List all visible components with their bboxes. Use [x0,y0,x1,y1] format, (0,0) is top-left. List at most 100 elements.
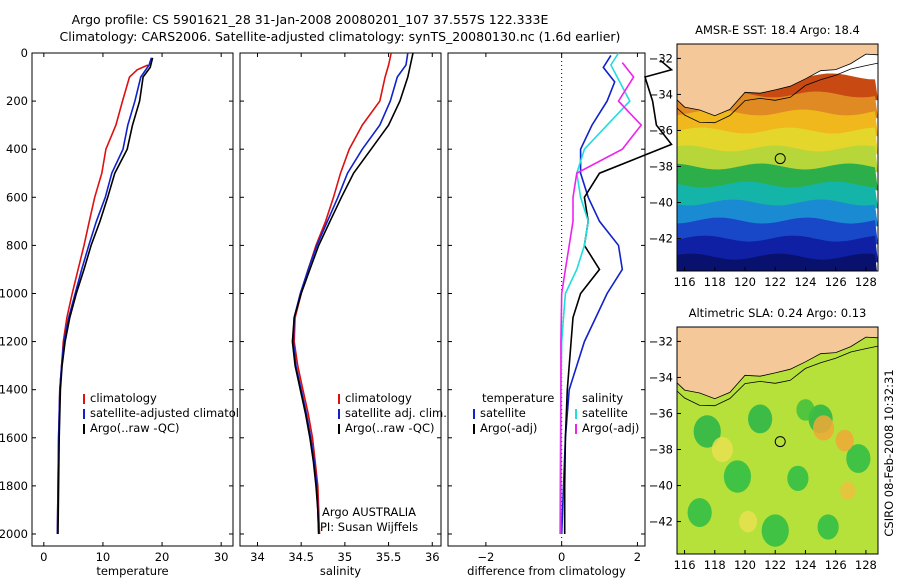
x-tick-label: 126 [825,275,847,289]
sst-band [677,217,878,245]
y-tick-label: 1400 [0,383,28,397]
land-mass [677,44,878,117]
x-tick-label: 120 [734,275,756,289]
x-tick-label: 126 [825,558,847,572]
series-line-1 [292,52,409,535]
y-tick-label: −34 [649,370,673,384]
y-tick-label: −40 [649,196,673,210]
sst-band [677,127,878,155]
sla-anomaly [835,429,854,452]
series-line-2 [291,52,414,535]
y-tick-label: 2000 [0,527,28,541]
y-tick-label: −38 [649,160,673,174]
sst-band [677,109,878,137]
legend-label: satellite-adjusted climatology [90,406,260,420]
y-tick-label: −40 [649,479,673,493]
depth-contour [677,345,878,407]
difference-profile-panel: −2 0 2 difference from climatology temperatu… [447,52,674,578]
credit-timestamp: CSIRO 08-Feb-2008 10:32:31 [882,369,896,536]
legend-title-salinity: salinity [582,391,623,405]
x-tick-label: 2 [634,550,641,564]
legend-label: climatology [90,391,157,405]
x-tick-label: 124 [794,558,816,572]
plot-frame [31,52,234,547]
y-tick-label: −42 [649,232,673,246]
sla-anomaly [711,436,733,463]
x-tick-label: 34.5 [288,550,314,564]
y-tick-label: 1600 [0,431,28,445]
y-tick-label: 800 [6,238,28,252]
sla-anomaly [813,415,835,441]
x-axis-label: salinity [320,564,361,578]
x-tick-label: 36 [425,550,440,564]
plot-frame [447,52,646,547]
x-tick-label: 30 [214,550,229,564]
x-tick-label: 116 [674,558,696,572]
sst-band [677,235,878,263]
y-tick-label: 0 [21,46,28,60]
sla-anomaly [723,460,752,493]
map-field [677,44,878,271]
y-tick-label: −42 [649,515,673,529]
y-tick-label: −32 [649,334,673,348]
argo-position-marker [774,436,786,448]
x-tick-label: −2 [477,550,494,564]
plot-frame [239,52,442,547]
y-tick-label: 400 [6,142,28,156]
map-frame [676,326,879,555]
land-mass [677,327,878,400]
sla-anomaly [761,514,789,547]
series-line-2 [57,57,154,535]
x-tick-label: 118 [704,558,726,572]
sla-anomaly [738,510,758,533]
x-tick-label: 124 [794,275,816,289]
annotation-line: PI: Susan Wijffels [320,520,418,534]
sst-map-panel: AMSR-E SST: 18.4 Argo: 18.4 116 118 120 122 1… [649,23,879,289]
annotation-line: Argo AUSTRALIA [322,505,416,519]
x-axis-label: temperature [96,564,168,578]
legend-label: Argo(..raw -QC) [90,421,180,435]
legend-label: Argo(-adj) [480,421,537,435]
x-tick-label: 34 [250,550,265,564]
sla-anomaly [796,399,815,421]
sla-anomaly [687,498,712,527]
sla-anomaly [840,481,856,500]
x-tick-label: 0 [558,550,565,564]
x-tick-label: 116 [674,275,696,289]
sla-anomaly [787,465,809,491]
legend-label: climatology [345,391,412,405]
y-tick-label: 1800 [0,479,28,493]
sla-anomaly [693,415,721,448]
header-line-2: Climatology: CARS2006. Satellite-adjuste… [60,29,621,44]
x-tick-label: 128 [855,558,877,572]
legend-label: Argo(-adj) [582,421,639,435]
y-tick-label: −36 [649,123,673,137]
series-line-3 [560,62,643,534]
legend-label: satellite [582,406,628,420]
sst-band [677,145,878,173]
sla-anomaly [748,404,773,434]
y-tick-label: −38 [649,443,673,457]
x-tick-label: 0 [40,550,47,564]
x-tick-label: 35.5 [376,550,402,564]
map-title: Altimetric SLA: 0.24 Argo: 0.13 [689,306,867,320]
map-frame [676,43,879,272]
y-tick-label: −36 [649,406,673,420]
header-line-1: Argo profile: CS 5901621_28 31-Jan-2008 … [72,12,549,27]
legend-title-temperature: temperature [482,391,554,405]
y-tick-label: −34 [649,87,673,101]
sla-map-panel: Altimetric SLA: 0.24 Argo: 0.13 116 118 120… [649,306,879,572]
x-tick-label: 122 [764,275,786,289]
y-tick-label: 1000 [0,286,28,300]
legend-label: satellite [480,406,526,420]
x-axis-label: difference from climatology [467,564,626,578]
x-tick-label: 122 [764,558,786,572]
legend-label: satellite adj. clim. [345,406,447,420]
x-tick-label: 128 [855,275,877,289]
x-tick-label: 118 [704,275,726,289]
depth-contour [677,62,878,124]
x-tick-label: 35 [338,550,353,564]
salinity-profile-panel: 34 34.5 35 35.5 36 salinity climatologysatelli… [239,52,447,578]
y-tick-label: 600 [6,190,28,204]
sla-anomaly [817,514,839,540]
